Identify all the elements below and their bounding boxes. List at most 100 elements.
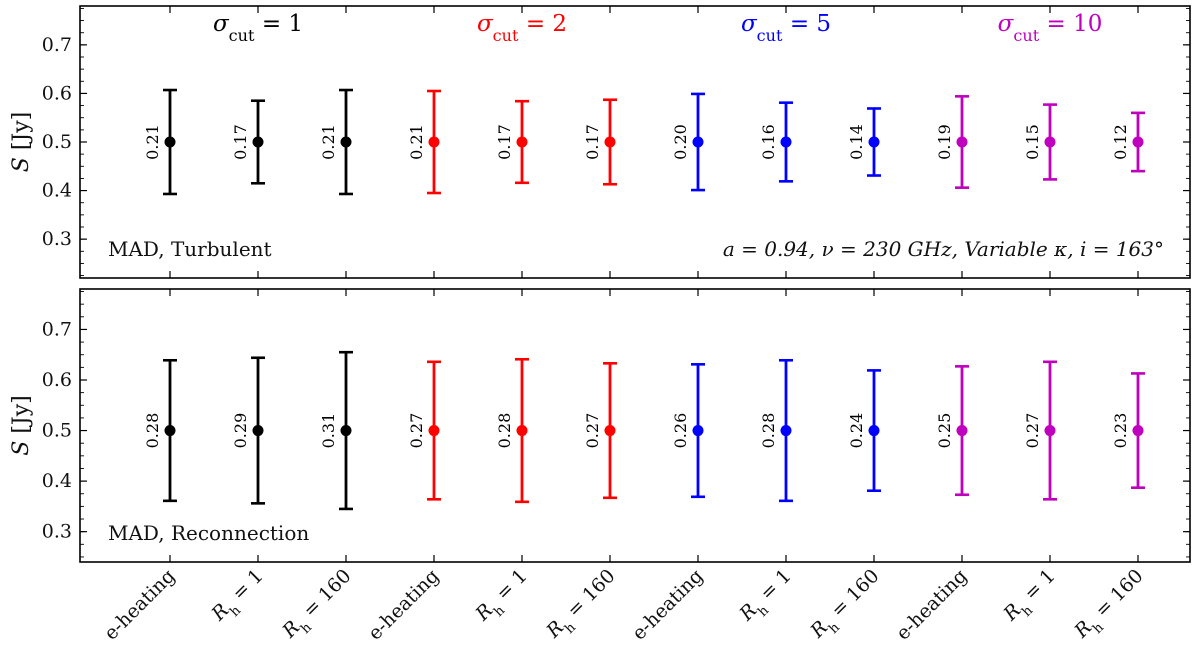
bottom-panel: 0.3 0.4 0.5 0.6 0.7 S [Jy] 0.28 0.29 0.31 0.27 0.2… <box>9 288 1191 563</box>
data-point <box>252 136 264 148</box>
x-tick-labels: e-heating Rh = 1Rh = 160 e-heating Rh = 1Rh… <box>100 565 1152 647</box>
top-errorbar: 0.21 <box>319 88 353 196</box>
value-label: 0.26 <box>671 413 690 449</box>
x-tick-label: Rh = 160 <box>1070 565 1152 647</box>
bottom-errorbar: 0.25 <box>935 365 969 497</box>
data-point <box>604 136 616 148</box>
value-label: 0.28 <box>495 413 514 449</box>
top-errorbar: 0.20 <box>671 92 705 192</box>
bottom-axes-frame <box>79 288 1191 563</box>
bottom-errorbar: 0.24 <box>847 369 881 493</box>
group-label: σcut = 1 <box>213 11 303 45</box>
x-tick-label: e-heating <box>892 565 972 645</box>
value-label: 0.12 <box>1111 124 1130 160</box>
data-point <box>516 425 528 437</box>
value-label: 0.15 <box>1023 124 1042 160</box>
top-ytick-label: 0.6 <box>42 82 72 104</box>
x-tick-label: Rh = 1 <box>471 565 536 630</box>
value-label: 0.27 <box>1023 413 1042 449</box>
bottom-errorbar: 0.29 <box>231 356 265 505</box>
value-label: 0.19 <box>935 124 954 160</box>
data-point <box>1044 425 1056 437</box>
data-point <box>1132 136 1144 148</box>
data-point <box>428 136 440 148</box>
x-tick-label: e-heating <box>100 565 180 645</box>
x-tick-label: Rh = 160 <box>542 565 624 647</box>
top-errorbar: 0.17 <box>231 99 265 185</box>
value-label: 0.28 <box>759 413 778 449</box>
data-point <box>780 425 792 437</box>
top-ytick-label: 0.5 <box>42 131 72 153</box>
top-annotation-right: a = 0.94, ν = 230 GHz, Variable κ, i = 1… <box>723 237 1164 261</box>
value-label: 0.23 <box>1111 413 1130 449</box>
x-tick-label: Rh = 1 <box>999 565 1064 630</box>
value-label: 0.28 <box>143 413 162 449</box>
value-label: 0.27 <box>407 413 426 449</box>
value-label: 0.21 <box>319 124 338 160</box>
bottom-ytick-label: 0.5 <box>42 420 72 442</box>
bottom-ytick-label: 0.3 <box>42 521 72 543</box>
bottom-y-axis-label: S [Jy] <box>9 395 34 456</box>
top-errorbar: 0.16 <box>759 101 793 183</box>
group-label: σcut = 2 <box>477 11 567 45</box>
bottom-errorbar: 0.28 <box>759 358 793 503</box>
data-point <box>868 425 880 437</box>
bottom-errorbar: 0.23 <box>1111 372 1145 489</box>
data-point <box>780 136 792 148</box>
data-point <box>956 136 968 148</box>
bottom-ytick-label: 0.4 <box>42 470 72 492</box>
bottom-errorbar: 0.28 <box>495 357 529 504</box>
top-errorbar: 0.12 <box>1111 111 1145 173</box>
bottom-errorbar: 0.26 <box>671 363 705 499</box>
top-errorbar: 0.21 <box>407 89 441 195</box>
data-point <box>428 425 440 437</box>
value-label: 0.21 <box>407 124 426 160</box>
x-tick-label: Rh = 160 <box>278 565 360 647</box>
value-label: 0.24 <box>847 413 866 449</box>
top-ytick-label: 0.3 <box>42 228 72 250</box>
value-label: 0.27 <box>583 413 602 449</box>
top-errorbar: 0.14 <box>847 107 881 177</box>
bottom-errorbar: 0.31 <box>319 350 353 511</box>
value-label: 0.16 <box>759 124 778 160</box>
value-label: 0.25 <box>935 413 954 449</box>
value-label: 0.20 <box>671 124 690 160</box>
top-y-axis-label: S [Jy] <box>9 112 34 173</box>
bottom-annotation-left: MAD, Reconnection <box>108 521 309 545</box>
bottom-errorbar: 0.27 <box>583 362 617 500</box>
top-ytick-label: 0.7 <box>42 34 72 56</box>
top-errorbar: 0.17 <box>583 98 617 186</box>
bottom-ytick-label: 0.6 <box>42 369 72 391</box>
top-errorbar: 0.21 <box>143 88 177 196</box>
x-tick-label: Rh = 1 <box>735 565 800 630</box>
top-ytick-label: 0.4 <box>42 180 72 202</box>
bottom-errorbar: 0.27 <box>407 360 441 501</box>
data-point <box>604 425 616 437</box>
top-annotation-left: MAD, Turbulent <box>108 237 272 261</box>
group-label: σcut = 10 <box>998 11 1103 45</box>
top-errorbar: 0.17 <box>495 99 529 185</box>
data-point <box>340 136 352 148</box>
top-errorbar: 0.19 <box>935 95 969 189</box>
value-label: 0.31 <box>319 413 338 449</box>
bottom-errorbar: 0.27 <box>1023 360 1057 501</box>
value-label: 0.21 <box>143 124 162 160</box>
value-label: 0.14 <box>847 124 866 160</box>
data-point <box>340 425 352 437</box>
data-point <box>1044 136 1056 148</box>
value-label: 0.17 <box>231 124 250 160</box>
data-point <box>164 425 176 437</box>
bottom-errorbar: 0.28 <box>143 358 177 503</box>
data-point <box>164 136 176 148</box>
data-point <box>868 136 880 148</box>
bottom-ytick-label: 0.7 <box>42 318 72 340</box>
value-label: 0.29 <box>231 413 250 449</box>
x-tick-label: Rh = 160 <box>806 565 888 647</box>
data-point <box>692 136 704 148</box>
x-tick-label: e-heating <box>628 565 708 645</box>
value-label: 0.17 <box>495 124 514 160</box>
x-tick-label: Rh = 1 <box>207 565 272 630</box>
top-panel: 0.3 0.4 0.5 0.6 0.7 S [Jy] 0.21 0.17 0.21 0.21 0.1… <box>9 5 1191 279</box>
data-point <box>252 425 264 437</box>
